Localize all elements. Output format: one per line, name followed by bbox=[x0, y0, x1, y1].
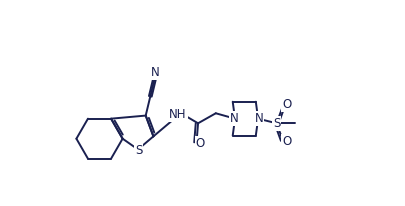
Text: S: S bbox=[272, 117, 279, 130]
Text: S: S bbox=[135, 144, 142, 157]
Text: O: O bbox=[281, 135, 290, 148]
Text: O: O bbox=[195, 137, 205, 150]
Text: NH: NH bbox=[169, 108, 186, 121]
Text: N: N bbox=[229, 112, 238, 125]
Text: N: N bbox=[151, 66, 160, 79]
Text: N: N bbox=[254, 112, 262, 125]
Text: O: O bbox=[281, 98, 290, 111]
